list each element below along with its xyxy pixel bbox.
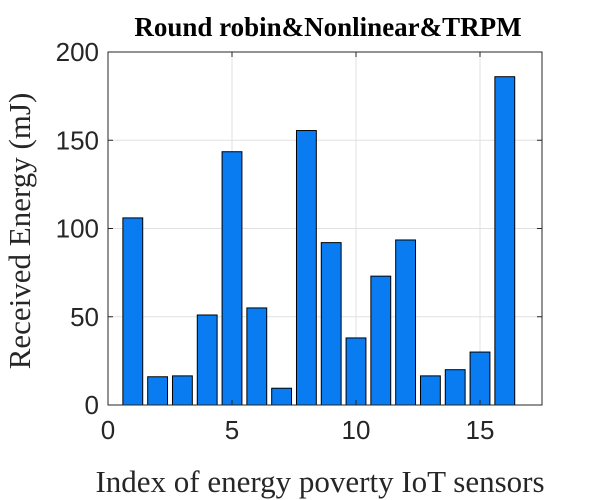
y-tick-label: 100 <box>56 214 99 244</box>
x-tick-label: 15 <box>466 415 495 445</box>
bar <box>320 242 342 406</box>
bar <box>395 239 417 406</box>
bar <box>171 375 193 406</box>
bar <box>444 369 466 406</box>
y-tick-label: 0 <box>85 390 99 420</box>
x-tick-label: 0 <box>101 415 115 445</box>
bar <box>147 376 169 406</box>
bar <box>122 217 144 406</box>
bar <box>469 351 491 406</box>
chart-title: Round robin&Nonlinear&TRPM <box>134 12 521 42</box>
bar <box>295 130 317 406</box>
bar <box>196 314 218 406</box>
bar-series <box>122 76 516 406</box>
bar <box>419 375 441 406</box>
y-tick-label: 50 <box>70 302 99 332</box>
bar <box>271 387 293 406</box>
x-tick-label: 10 <box>342 415 371 445</box>
y-tick-label: 150 <box>56 125 99 155</box>
bar <box>494 76 516 406</box>
bar <box>246 307 268 406</box>
bar <box>370 275 392 406</box>
bar <box>345 337 367 406</box>
x-tick-label: 5 <box>225 415 239 445</box>
x-axis-label: Index of energy poverty IoT sensors <box>95 464 544 499</box>
y-axis-label: Received Energy (mJ) <box>2 93 37 370</box>
bar <box>221 151 243 406</box>
y-tick-label: 200 <box>56 37 99 67</box>
